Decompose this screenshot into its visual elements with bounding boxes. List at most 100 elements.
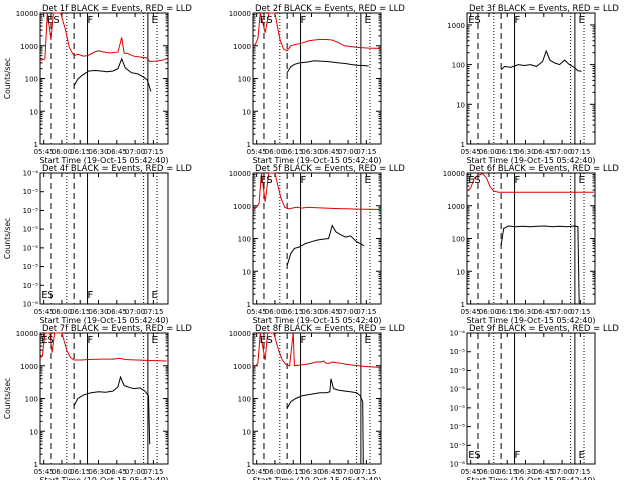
x-axis-label: Start Time (19-Oct-15 05:42:40): [39, 476, 168, 480]
x-tick-label: 06:15: [70, 468, 90, 476]
y-tick-label: 10⁻⁵: [450, 367, 466, 375]
x-tick-label: 06:30: [88, 308, 108, 316]
x-tick-label: 06:30: [88, 468, 108, 476]
panel-5: Det 5f BLACK = Events, RED = LLD 1 10 100 10…: [229, 164, 406, 325]
marker-F: F: [301, 15, 307, 26]
x-tick-label: 05:45: [34, 148, 54, 156]
y-tick-label: 1: [461, 141, 465, 149]
x-tick-label: 07:00: [552, 148, 572, 156]
marker-E: E: [260, 335, 266, 346]
marker-E-end: E: [579, 450, 585, 461]
marker-E: E: [260, 175, 266, 186]
marker-E: E: [260, 15, 266, 26]
x-tick-label: 05:45: [247, 148, 267, 156]
marker-S: S: [474, 450, 480, 461]
panel-1: Det 1f BLACK = Events, RED = LLD 1 10 100 10…: [3, 4, 192, 165]
x-tick-label: 07:00: [125, 308, 145, 316]
x-tick-label: 06:45: [534, 468, 554, 476]
x-tick-label: 06:30: [515, 148, 535, 156]
panel-8: Det 8f BLACK = Events, RED = LLD 1 10 100 10…: [229, 324, 406, 480]
marker-E-end: E: [365, 15, 371, 26]
marker-S: S: [266, 175, 272, 186]
panel-title: Det 9f BLACK = Events, RED = LLD: [469, 324, 619, 334]
x-axis-label: Start Time (19-Oct-15 05:42:40): [252, 476, 381, 480]
marker-S: S: [47, 290, 53, 301]
axes-frame: [39, 172, 169, 305]
x-tick-label: 07:00: [552, 468, 572, 476]
y-tick-label: 1: [247, 141, 251, 149]
series-lld: [252, 172, 380, 210]
series-events: [500, 225, 580, 305]
x-tick-label: 05:45: [461, 148, 481, 156]
x-tick-label: 07:15: [570, 468, 590, 476]
x-tick-label: 07:00: [552, 308, 572, 316]
marker-E: E: [468, 450, 474, 461]
panel-title: Det 7f BLACK = Events, RED = LLD: [42, 324, 192, 334]
x-tick-label: 07:00: [338, 468, 358, 476]
marker-S: S: [266, 335, 272, 346]
y-tick-label: 10⁻⁵: [23, 207, 39, 215]
marker-F: F: [88, 15, 94, 26]
y-tick-label: 10000: [229, 330, 251, 338]
x-tick-label: 06:30: [515, 308, 535, 316]
y-tick-label: 10000: [229, 10, 251, 18]
x-tick-label: 06:45: [107, 308, 127, 316]
marker-E: E: [41, 290, 47, 301]
y-tick-label: 10⁻⁵: [450, 423, 466, 431]
x-tick-label: 07:15: [570, 308, 590, 316]
y-tick-label: 10⁻⁵: [23, 263, 39, 271]
x-axis-label: Start Time (19-Oct-15 05:42:40): [39, 316, 168, 325]
x-tick-label: 05:45: [34, 468, 54, 476]
x-tick-label: 06:45: [107, 468, 127, 476]
y-tick-label: 100: [238, 76, 251, 84]
x-tick-label: 05:45: [461, 308, 481, 316]
y-tick-label: 10⁻⁵: [23, 226, 39, 234]
y-tick-label: 100: [238, 236, 251, 244]
marker-F: F: [515, 450, 521, 461]
x-tick-label: 06:00: [265, 148, 285, 156]
x-axis-label: Start Time (19-Oct-15 05:42:40): [39, 156, 168, 165]
panel-title: Det 4f BLACK = Events, RED = LLD: [42, 164, 192, 174]
marker-E: E: [41, 335, 47, 346]
y-tick-label: 1000: [233, 363, 251, 371]
panel-title: Det 2f BLACK = Events, RED = LLD: [255, 4, 405, 14]
y-tick-label: 10⁻⁶: [23, 301, 39, 309]
marker-F: F: [301, 175, 307, 186]
panel-title: Det 3f BLACK = Events, RED = LLD: [469, 4, 619, 14]
y-axis-label: Counts/sec: [3, 378, 12, 419]
x-tick-label: 06:00: [265, 468, 285, 476]
series-lld: [39, 12, 167, 63]
y-tick-label: 10⁻⁵: [23, 188, 39, 196]
x-tick-label: 06:00: [52, 308, 72, 316]
axes-frame: [466, 332, 596, 465]
series-events: [286, 224, 365, 266]
x-tick-label: 06:30: [301, 148, 321, 156]
x-tick-label: 06:45: [107, 148, 127, 156]
x-tick-label: 06:15: [70, 308, 90, 316]
y-tick-label: 1000: [20, 43, 38, 51]
x-tick-label: 06:00: [479, 468, 499, 476]
x-tick-label: 06:30: [301, 308, 321, 316]
y-tick-label: 1: [34, 461, 38, 469]
x-tick-label: 06:15: [283, 468, 303, 476]
marker-F: F: [88, 335, 94, 346]
x-tick-label: 07:15: [356, 148, 376, 156]
series-events: [73, 57, 152, 92]
y-tick-label: 10⁻⁴: [450, 330, 466, 338]
marker-S: S: [53, 15, 59, 26]
marker-E: E: [468, 15, 474, 26]
y-tick-label: 1000: [20, 363, 38, 371]
y-tick-label: 10000: [229, 170, 251, 178]
x-tick-label: 06:15: [497, 468, 517, 476]
series-events: [73, 375, 151, 445]
marker-E-end: E: [579, 175, 585, 186]
marker-E: E: [47, 15, 53, 26]
x-tick-label: 07:15: [143, 308, 163, 316]
panel-title: Det 8f BLACK = Events, RED = LLD: [255, 324, 405, 334]
y-tick-label: 10⁻⁴: [23, 170, 39, 178]
x-tick-label: 06:45: [534, 308, 554, 316]
x-axis-label: Start Time (19-Oct-15 05:42:40): [252, 316, 381, 325]
x-tick-label: 06:45: [320, 148, 340, 156]
series-events: [500, 49, 582, 72]
x-tick-label: 05:45: [461, 468, 481, 476]
